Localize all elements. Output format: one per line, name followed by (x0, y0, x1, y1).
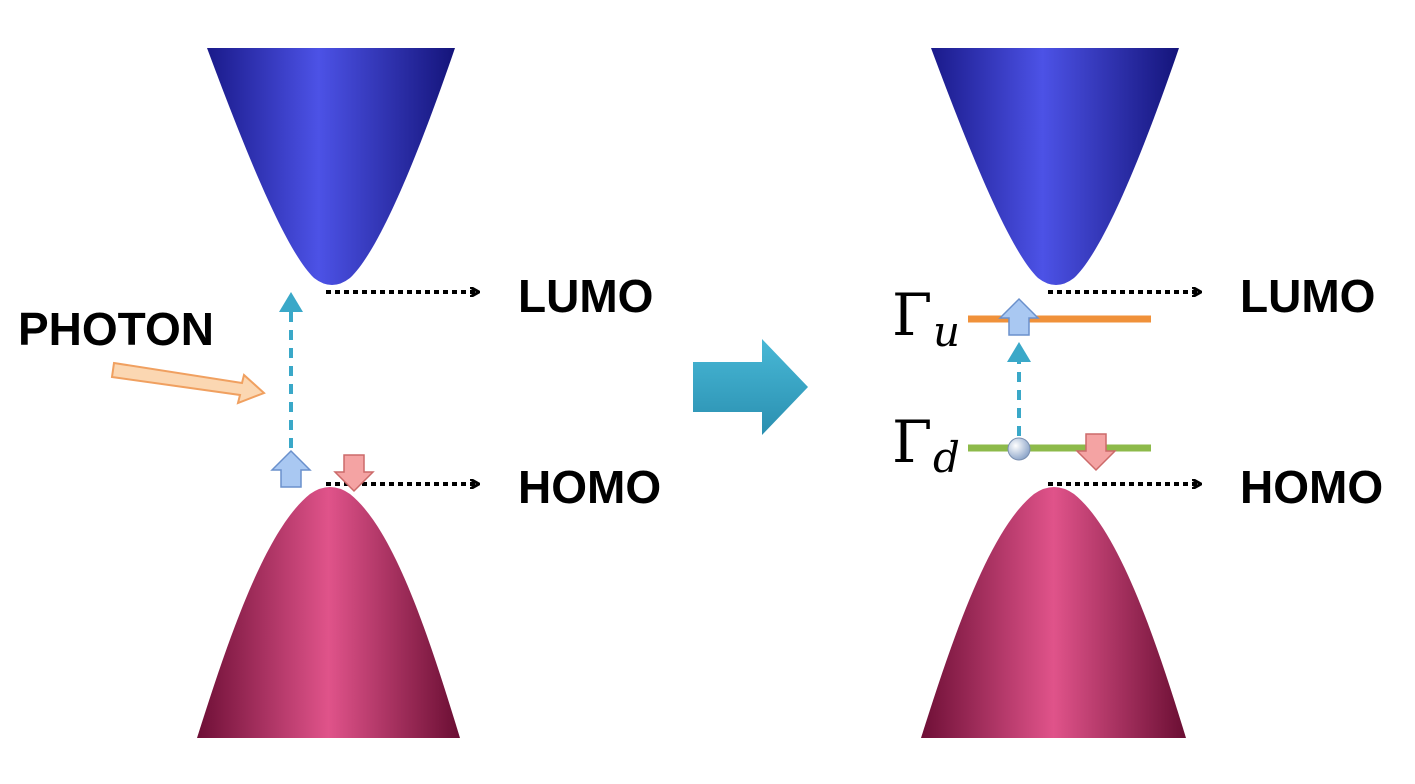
lower-level-symbol: Γ (892, 408, 932, 476)
excitation-arrow-head (279, 292, 303, 312)
upper-level-symbol: Γ (892, 281, 932, 349)
excitation-arrow-head (1007, 342, 1031, 362)
spin-down-arrow-icon (333, 454, 375, 493)
spin-up-arrow-icon (270, 449, 312, 488)
lower-level-subscript: d (933, 433, 960, 482)
left-panel: LUMO HOMO PHOTON (18, 48, 661, 738)
conduction-band-cone (931, 48, 1179, 285)
homo-label: HOMO (1240, 461, 1383, 513)
photon-arrow (110, 361, 266, 405)
hole-sphere-icon (1007, 437, 1031, 461)
process-arrow-icon (693, 339, 808, 435)
conduction-band-cone (207, 48, 455, 285)
right-panel: LUMO HOMO Γ u Γ d (892, 48, 1383, 738)
upper-level-subscript: u (933, 307, 960, 356)
valence-band-cone (197, 487, 460, 738)
lumo-label: LUMO (1240, 270, 1375, 322)
valence-band-cone (921, 487, 1186, 738)
spin-down-arrow-icon (1075, 433, 1117, 472)
lumo-label: LUMO (518, 270, 653, 322)
spin-up-arrow-icon (998, 297, 1040, 336)
homo-label: HOMO (518, 461, 661, 513)
photon-label: PHOTON (18, 303, 214, 355)
